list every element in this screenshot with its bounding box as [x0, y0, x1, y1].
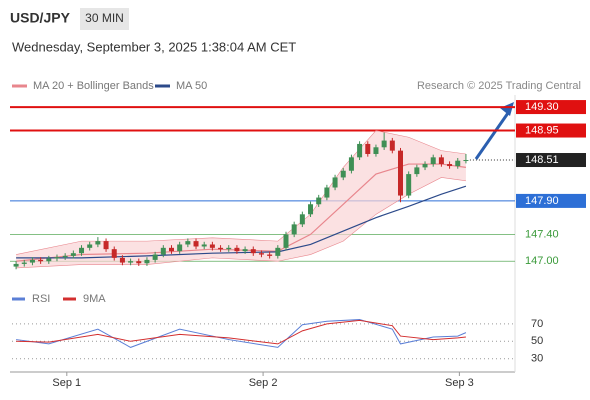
candle-body [340, 170, 346, 178]
datetime: Wednesday, September 3, 2025 1:38:04 AM … [12, 39, 296, 54]
candle-body [168, 247, 174, 252]
pair: USD/JPY [10, 10, 71, 26]
level-box [516, 100, 586, 115]
candle-body [79, 247, 85, 254]
candle-body [234, 247, 240, 252]
timeframe-box [80, 8, 129, 30]
candle-body [111, 249, 117, 258]
candle-body [29, 259, 35, 263]
candle-body [406, 174, 412, 196]
candle-body [414, 167, 420, 175]
x-tick-label: Sep 1 [52, 377, 81, 389]
candle-body [348, 157, 354, 171]
credit: Research © 2025 Trading Central [417, 80, 581, 92]
candle-body [447, 164, 453, 167]
level-label: 147.90 [525, 195, 559, 207]
candle-body [103, 241, 109, 250]
candle-body [463, 160, 469, 162]
candle-body [250, 249, 256, 254]
candle-body [21, 262, 27, 264]
legend-label: 9MA [83, 293, 106, 305]
candle-body [332, 177, 338, 188]
rsi-tick-label: 30 [531, 353, 543, 365]
rsi-line [16, 319, 466, 345]
candle-body [324, 187, 330, 198]
rsi-line [16, 319, 467, 348]
candle-body [54, 257, 60, 259]
candle-body [397, 150, 403, 196]
rsi-tick-label: 50 [531, 335, 543, 347]
candle-body [381, 140, 387, 148]
candle-body [160, 247, 166, 255]
candle-body [193, 241, 199, 247]
candle-body [242, 249, 248, 252]
candle-body [299, 214, 305, 225]
x-tick-label: Sep 2 [249, 377, 278, 389]
candle-body [13, 263, 19, 267]
candle-body [119, 257, 125, 263]
candle-body [87, 244, 93, 248]
level-box [516, 193, 586, 208]
timeframe: 30 MIN [85, 11, 124, 25]
candle-body [128, 261, 134, 263]
candle-body [144, 259, 150, 264]
candle-body [291, 224, 297, 235]
rsi-tick-label: 70 [531, 318, 543, 330]
candle-body [177, 244, 183, 252]
candle-body [201, 244, 207, 247]
candle-body [70, 253, 76, 256]
moving-average [16, 185, 467, 259]
x-tick-label: Sep 3 [445, 377, 474, 389]
level-label: 148.95 [525, 124, 559, 136]
legend-label: MA 20 + Bollinger Bands [33, 80, 154, 92]
candle-body [389, 140, 395, 151]
legend-label: MA 50 [176, 80, 207, 92]
candle-body [209, 244, 215, 248]
candle-body [62, 255, 68, 258]
level-box [516, 153, 586, 168]
moving-average [16, 163, 467, 262]
candle-body [430, 157, 436, 165]
candle-body [46, 258, 52, 262]
candle-body [283, 234, 289, 248]
legend-label: RSI [32, 293, 50, 305]
candle-body [185, 241, 191, 245]
level-box [516, 123, 586, 138]
candle-body [357, 143, 363, 158]
candle-body [136, 261, 142, 264]
level-label: 149.30 [525, 101, 559, 113]
candle-body [316, 197, 322, 205]
candle-body [275, 247, 281, 256]
level-label: 147.40 [525, 228, 559, 240]
candle-body [455, 160, 461, 167]
candle-body [95, 241, 101, 245]
candle-body [38, 259, 44, 262]
forecast-arrow [474, 112, 510, 160]
candle-body [373, 147, 379, 154]
level-label: 147.00 [525, 255, 559, 267]
candle-body [365, 143, 371, 154]
candle-body [218, 247, 224, 250]
level-label: 148.51 [525, 154, 559, 166]
candle-body [258, 253, 264, 255]
candle-body [308, 204, 314, 215]
candle-body [422, 164, 428, 168]
candle-body [152, 254, 158, 260]
bollinger-lower [16, 177, 466, 269]
candle-body [438, 157, 444, 165]
forecast-arrowhead [500, 102, 514, 116]
candle-body [226, 247, 232, 250]
candle-body [267, 254, 273, 256]
